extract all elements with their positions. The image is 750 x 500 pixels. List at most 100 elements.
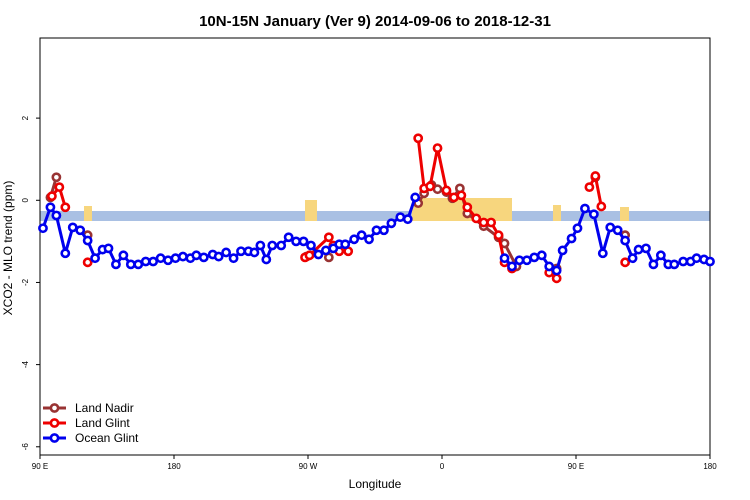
data-point xyxy=(588,209,599,220)
data-point xyxy=(441,185,452,196)
data-point xyxy=(529,252,540,263)
data-point xyxy=(432,143,443,154)
data-point xyxy=(572,223,583,234)
plot-layer: 90 E 180 90 W 0 90 E 180 -6 -4 -2 0 2 xyxy=(21,115,717,471)
data-point xyxy=(155,253,166,264)
data-point xyxy=(103,243,114,254)
data-point xyxy=(641,243,651,254)
data-point xyxy=(60,248,71,259)
data-point xyxy=(221,247,232,258)
data-point xyxy=(236,246,246,257)
data-point xyxy=(471,213,482,224)
land-patch xyxy=(84,206,92,221)
data-point xyxy=(163,255,173,266)
data-point xyxy=(499,253,510,264)
data-point xyxy=(198,252,209,263)
data-point xyxy=(111,259,121,270)
data-point xyxy=(620,235,631,246)
data-point xyxy=(178,251,188,262)
data-point xyxy=(507,261,517,272)
data-point xyxy=(413,133,424,144)
data-point xyxy=(51,210,62,221)
chart-title: 10N-15N January (Ver 9) 2014-09-06 to 20… xyxy=(199,13,551,30)
data-point xyxy=(249,247,260,258)
data-point xyxy=(566,233,577,244)
data-point xyxy=(627,253,638,264)
data-point xyxy=(54,182,65,193)
data-point xyxy=(291,236,301,247)
data-point xyxy=(148,256,159,267)
x-tick-label: 90 W xyxy=(299,462,318,471)
data-point xyxy=(320,245,331,256)
data-point xyxy=(60,202,71,213)
x-axis-label: Longitude xyxy=(349,477,402,491)
data-point xyxy=(395,212,406,223)
legend-marker xyxy=(49,433,60,443)
data-point xyxy=(267,240,278,251)
y-tick-label: -2 xyxy=(21,278,30,286)
data-point xyxy=(90,253,100,264)
y-axis-label: XCO2 - MLO trend (ppm) xyxy=(1,181,15,316)
data-point xyxy=(386,218,397,229)
ocean-band xyxy=(40,211,710,221)
data-point xyxy=(38,223,48,234)
data-point xyxy=(82,235,93,246)
data-point xyxy=(633,244,644,255)
data-point xyxy=(425,181,435,192)
data-point xyxy=(67,222,78,233)
data-point xyxy=(612,225,623,236)
data-point xyxy=(304,250,315,261)
data-point xyxy=(596,201,607,212)
data-point xyxy=(590,171,601,181)
y-tick-label: -4 xyxy=(21,361,30,369)
data-point xyxy=(557,245,568,256)
data-point xyxy=(313,249,324,260)
land-patch xyxy=(620,207,629,221)
y-tick-label: -6 xyxy=(21,443,30,451)
data-point xyxy=(118,250,129,261)
land-patch xyxy=(412,198,512,221)
data-point xyxy=(432,184,443,195)
data-point xyxy=(521,255,532,266)
y-tick-label: 2 xyxy=(21,115,30,120)
data-point xyxy=(140,256,151,267)
data-point xyxy=(620,257,631,268)
data-point xyxy=(261,254,272,265)
data-point xyxy=(456,190,467,201)
data-point xyxy=(449,192,459,203)
data-point xyxy=(536,250,547,261)
data-point xyxy=(133,259,144,270)
legend-marker xyxy=(49,403,60,413)
data-point xyxy=(514,255,525,266)
land-patch xyxy=(553,205,561,221)
data-point xyxy=(255,240,266,251)
data-point xyxy=(228,253,239,264)
data-point xyxy=(544,261,555,272)
data-point xyxy=(669,259,680,270)
y-tick-label: 0 xyxy=(21,198,30,203)
data-point xyxy=(340,239,351,250)
data-point xyxy=(655,250,666,261)
data-point xyxy=(75,225,86,236)
data-point xyxy=(551,273,562,284)
legend-marker xyxy=(49,418,60,428)
x-tick-label: 0 xyxy=(440,462,445,471)
data-point xyxy=(478,217,489,228)
data-point xyxy=(306,240,316,251)
x-tick-label: 180 xyxy=(167,462,181,471)
data-point xyxy=(678,256,689,267)
legend-label: Ocean Glint xyxy=(75,431,139,445)
data-point xyxy=(213,251,224,262)
data-point xyxy=(170,253,181,264)
data-point xyxy=(648,259,659,270)
land-patch xyxy=(305,200,317,221)
data-point xyxy=(580,203,590,214)
data-point xyxy=(705,256,715,267)
data-point xyxy=(605,222,616,233)
data-point xyxy=(410,192,421,203)
data-point xyxy=(349,234,360,245)
legend-label: Land Nadir xyxy=(75,401,134,415)
